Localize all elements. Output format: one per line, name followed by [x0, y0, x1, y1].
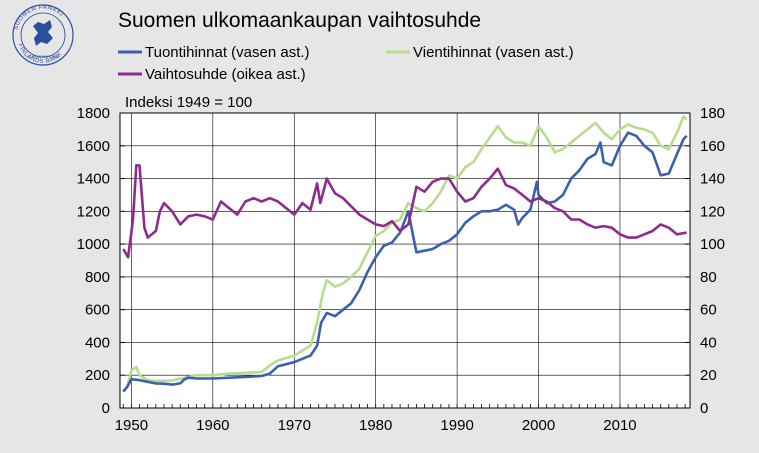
bank-logo: SUOMEN PANKKI FINLANDS BANK EUROSYSTEEMI — [12, 4, 74, 66]
logo-inner-ring — [20, 12, 66, 58]
y-right-tick-label: 140 — [700, 171, 725, 188]
legend-label-tuontihinnat: Tuontihinnat (vasen ast.) — [145, 44, 310, 61]
y-left-tick-label: 0 — [102, 400, 110, 417]
y-left-tick-label: 800 — [85, 269, 110, 286]
y-right-tick-label: 20 — [700, 367, 717, 384]
y-left-tick-label: 1400 — [77, 171, 110, 188]
x-tick-label: 2010 — [603, 417, 636, 434]
series-line-1 — [122, 115, 688, 393]
y-right-tick-label: 180 — [700, 105, 725, 122]
plot-area — [120, 113, 690, 408]
series-line-0 — [122, 131, 688, 393]
logo-text-inner: EUROSYSTEEMI — [27, 54, 59, 59]
logo-ring — [12, 4, 74, 66]
y-right-tick-label: 100 — [700, 236, 725, 253]
chart-title: Suomen ulkomaankaupan vaihtosuhde — [118, 9, 481, 32]
y-right-tick-label: 160 — [700, 138, 725, 155]
x-tick-label: 1950 — [115, 417, 148, 434]
legend-label-vaihtosuhde: Vaihtosuhde (oikea ast.) — [145, 66, 306, 83]
lion-icon — [33, 20, 53, 46]
y-left-tick-label: 400 — [85, 334, 110, 351]
y-right-tick-label: 80 — [700, 269, 717, 286]
index-annotation: Indeksi 1949 = 100 — [125, 94, 252, 111]
series-layer — [122, 115, 688, 393]
y-left-tick-label: 1600 — [77, 138, 110, 155]
x-tick-label: 1960 — [196, 417, 229, 434]
y-left-tick-label: 200 — [85, 367, 110, 384]
y-left-tick-label: 600 — [85, 302, 110, 319]
series-line-2 — [122, 164, 687, 259]
y-right-tick-label: 120 — [700, 203, 725, 220]
x-tick-label: 2000 — [522, 417, 555, 434]
y-right-tick-label: 60 — [700, 302, 717, 319]
axis-ticks: 1800160014001200100080060040020001801601… — [77, 105, 725, 434]
y-right-tick-label: 0 — [700, 400, 708, 417]
legend: Tuontihinnat (vasen ast.) Vientihinnat (… — [118, 44, 574, 83]
x-tick-label: 1970 — [278, 417, 311, 434]
y-left-tick-label: 1800 — [77, 105, 110, 122]
y-left-tick-label: 1200 — [77, 203, 110, 220]
x-tick-label: 1990 — [440, 417, 473, 434]
y-right-tick-label: 40 — [700, 334, 717, 351]
legend-label-vientihinnat: Vientihinnat (vasen ast.) — [413, 44, 574, 61]
y-left-tick-label: 1000 — [77, 236, 110, 253]
plot-frame — [119, 112, 691, 409]
x-tick-label: 1980 — [359, 417, 392, 434]
